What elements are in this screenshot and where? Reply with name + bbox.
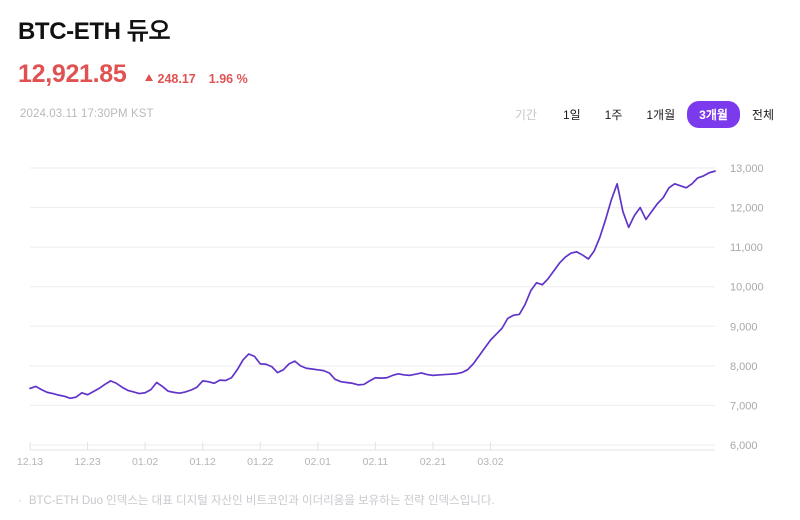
y-axis-tick-label: 12,000 [730,203,764,215]
y-axis-tick-label: 9,000 [730,321,758,333]
price-chart[interactable]: 6,000 7,000 8,000 9,000 10,000 11,000 12,000 13… [0,140,800,470]
triangle-up-icon [144,74,153,81]
price-chart-svg: 6,000 7,000 8,000 9,000 10,000 11,000 12,000 13… [17,163,764,468]
y-axis-tick-label: 7,000 [730,400,758,412]
period-selector: 기간 1일 1주 1개월 3개월 전체 [515,101,786,128]
period-option-1d[interactable]: 1일 [562,108,581,122]
period-option-all[interactable]: 전체 [751,108,774,122]
price-summary: 12,921.85 248.17 1.96 % [18,60,248,89]
x-axis-tick-label: 01.12 [190,456,216,468]
period-selector-label: 기간 [514,108,537,122]
y-axis-tick-label: 10,000 [730,282,764,294]
price-change-value: 248.17 [157,71,196,86]
x-axis-tick-label: 12.13 [17,456,43,468]
period-option-1m[interactable]: 1개월 [646,108,676,122]
current-price: 12,921.85 [18,60,127,88]
period-option-1w[interactable]: 1주 [604,108,623,122]
chart-x-axis [29,442,715,451]
price-change-percent: 1.96 % [208,71,248,86]
x-axis-tick-label: 03.02 [477,456,503,468]
y-axis-tick-label: 11,000 [730,242,763,254]
x-axis-tick-label: 02.11 [363,456,389,468]
x-axis-tick-label: 01.02 [132,456,158,468]
chart-data-line [29,170,716,400]
x-axis-tick-label: 12.23 [74,456,100,468]
x-axis-tick-label: 01.22 [247,456,273,468]
footer-note: · BTC-ETH Duo 인덱스는 대표 디지털 자산인 비트코인과 이더리움을… [18,492,495,508]
footer-note-text: BTC-ETH Duo 인덱스는 대표 디지털 자산인 비트코인과 이더리움을 … [28,495,495,507]
period-option-3m[interactable]: 3개월 [687,101,740,128]
bullet-icon: · [18,495,22,507]
chart-y-axis: 6,000 7,000 8,000 9,000 10,000 11,000 12,000 13… [730,163,764,452]
quote-timestamp: 2024.03.11 17:30PM KST [20,108,154,120]
x-axis-tick-label: 02.01 [305,456,331,468]
y-axis-tick-label: 13,000 [730,163,764,175]
chart-gridlines [30,167,715,446]
y-axis-tick-label: 6,000 [730,440,758,452]
x-axis-tick-label: 02.21 [420,456,446,468]
page-title: BTC-ETH 듀오 [18,18,171,45]
price-change-group: 248.17 1.96 % [144,71,248,86]
y-axis-tick-label: 8,000 [730,361,758,373]
chart-x-axis-labels: 12.13 12.23 01.02 01.12 01.22 02.01 02.11 02.21… [17,456,504,468]
